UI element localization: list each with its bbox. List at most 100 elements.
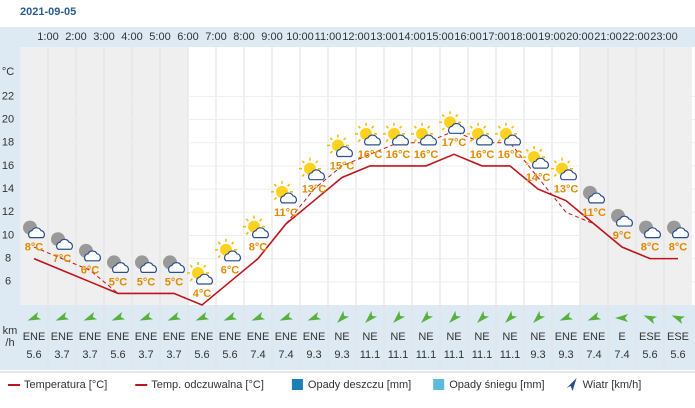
weather-icon [187,262,213,285]
cloud [392,134,409,146]
wind-arrow-shape [615,314,628,322]
legend-label: Temperatura [°C] [24,379,107,391]
hour-label: 2:00 [65,31,86,43]
weather-icon [135,255,157,274]
wind-direction: ESE [639,331,661,343]
value-label: 7°C [53,253,72,265]
wind-direction: NE [362,331,377,343]
cloud [448,122,465,134]
sun-ray [511,125,515,129]
weather-icon [271,180,297,204]
wind-direction: ENE [79,331,102,343]
weather-icon [639,220,661,239]
wind-direction: ENE [107,331,130,343]
weather-icon [79,243,101,262]
cloud [504,134,521,146]
wind-arrow [559,312,574,321]
wind-speed: 9.3 [530,349,545,361]
wind-arrow-shape [111,312,126,321]
value-label: 14°C [526,172,551,184]
weather-icon [299,157,325,181]
cloud [28,227,45,239]
hour-label: 21:00 [594,31,622,43]
wind-speed: 7.4 [586,349,601,361]
sun-ray [245,218,249,222]
hour-label: 7:00 [205,31,226,43]
sun-ray [413,139,417,143]
hour-label: 12:00 [342,31,370,43]
sun-ray [427,125,431,129]
wind-arrow-shape [337,310,350,323]
sun-ray [329,150,333,154]
weather-icon [439,111,465,134]
wind-arrow [643,315,658,324]
value-label: 16°C [470,149,495,161]
value-label: 16°C [498,149,523,161]
wind-arrow-shape [55,312,70,321]
wind-arrow-shape [223,312,238,321]
wind-direction: ENE [219,331,242,343]
sun-ray [315,160,319,164]
cloud [224,250,241,262]
hour-label: 5:00 [149,31,170,43]
value-label: 11°C [582,207,606,219]
weather-icon [523,146,549,169]
legend-label: Opady deszczu [mm] [308,379,411,391]
wind-unit: /h [5,337,14,349]
y-tick-label: 6 [5,276,11,288]
wind-direction: NE [418,331,433,343]
wind-arrow [393,310,406,323]
value-label: 15°C [330,160,355,172]
wind-arrow [139,312,154,321]
weather-icon [383,122,409,146]
wind-speed: 7.4 [614,349,629,361]
weather-icon [495,122,521,146]
sun-ray [385,125,389,129]
wind-speed: 3.7 [138,349,153,361]
legend-label: Temp. odczuwalna [°C] [151,379,264,391]
wind-arrow [449,310,462,323]
sun-ray [189,264,193,268]
sun-ray [301,160,305,164]
wind-arrow [251,312,266,321]
y-tick-label: 10 [2,229,14,241]
cloud [644,227,661,239]
weather-icon [327,134,353,158]
sun-ray [525,162,529,166]
weather-icon [215,238,241,262]
hour-label: 1:00 [37,31,58,43]
value-label: 13°C [302,184,327,196]
weather-icon [551,157,577,181]
wind-arrow [337,310,350,323]
sun-ray [329,137,333,141]
wind-arrow-shape [83,312,98,321]
wind-arrow [27,312,42,321]
date: 2021-09-05 [20,6,76,18]
value-label: 6°C [221,265,240,277]
wind-arrow-shape [279,312,294,321]
wind-direction: ENE [275,331,298,343]
weather-icon [411,122,437,146]
wind-arrow-shape [587,312,602,321]
wind-speed: 11.1 [472,349,493,361]
cloud [56,238,73,250]
wind-speed: 5.6 [26,349,41,361]
wind-arrow [83,312,98,321]
sun-ray [455,114,459,118]
hour-row [0,27,695,47]
wind-arrow-shape [167,312,182,321]
sun-ray [399,125,403,129]
wind-direction: NE [530,331,545,343]
weather-icon [107,255,129,274]
sun-ray [371,125,375,129]
wind-arrow [505,310,518,323]
y-tick-label: 8 [5,253,11,265]
axis-column [0,27,20,370]
wind-speed: 5.6 [222,349,237,361]
weather-icon [667,220,689,239]
value-label: 5°C [137,276,156,288]
weather-icon [51,232,73,250]
wind-speed: 11.1 [500,349,521,361]
